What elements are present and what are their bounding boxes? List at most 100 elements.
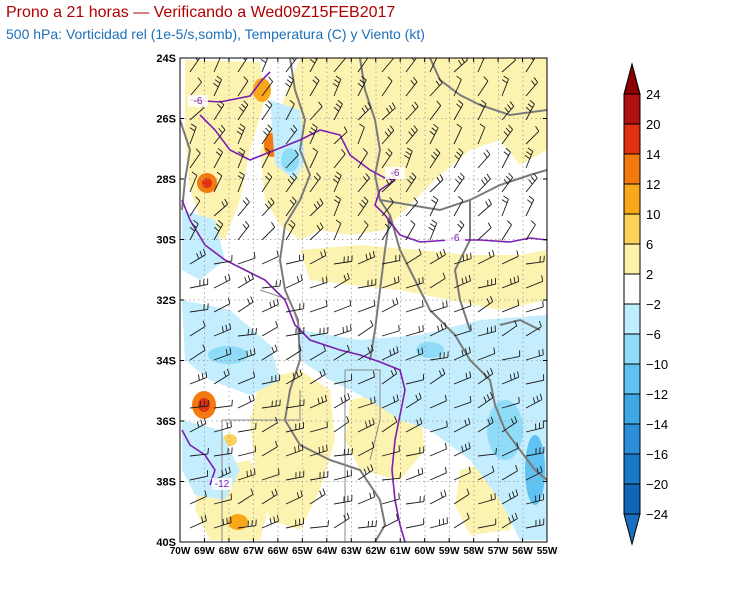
wind-barb bbox=[237, 100, 249, 121]
wind-barb bbox=[189, 196, 201, 217]
longitude-label: 56W bbox=[512, 546, 533, 557]
wind-barb bbox=[357, 58, 369, 73]
wind-barb bbox=[381, 125, 395, 145]
wind-barb bbox=[213, 297, 231, 313]
wind-barb bbox=[237, 371, 256, 385]
wind-barb bbox=[381, 76, 393, 97]
wind-barb bbox=[189, 400, 209, 409]
wind-barb bbox=[357, 196, 369, 217]
latitude-label: 40S bbox=[156, 537, 176, 549]
wind-barb bbox=[213, 75, 223, 97]
wind-barb bbox=[357, 418, 375, 433]
wind-barb bbox=[285, 220, 296, 241]
wind-barb bbox=[309, 101, 323, 121]
latitude-label: 34S bbox=[156, 356, 176, 368]
wind-barb bbox=[357, 250, 375, 265]
wind-barb bbox=[525, 195, 535, 217]
wind-barb bbox=[309, 198, 324, 217]
wind-barb bbox=[381, 472, 402, 481]
wind-barb bbox=[285, 470, 305, 481]
wind-barb bbox=[453, 488, 470, 505]
wind-barb bbox=[501, 101, 515, 121]
wind-barb bbox=[333, 344, 350, 361]
wind-barb bbox=[213, 421, 232, 433]
wind-barb bbox=[453, 274, 471, 289]
wind-barb bbox=[237, 220, 250, 241]
wind-barb bbox=[405, 495, 425, 505]
wind-barb bbox=[381, 254, 401, 265]
colorbar-label: 2 bbox=[646, 267, 653, 282]
longitude-label: 59W bbox=[439, 546, 460, 557]
colorbar-segment bbox=[623, 183, 641, 215]
colorbar-label: 14 bbox=[646, 147, 660, 162]
wind-barb bbox=[261, 468, 280, 481]
wind-barb bbox=[381, 148, 393, 169]
wind-barb bbox=[285, 274, 303, 289]
wind-barb bbox=[381, 445, 400, 457]
wind-barb bbox=[285, 517, 304, 529]
wind-barb bbox=[189, 171, 198, 193]
latitude-label: 30S bbox=[156, 235, 176, 247]
colorbar-label: −6 bbox=[646, 327, 661, 342]
wind-barb bbox=[189, 447, 209, 457]
wind-barb bbox=[213, 399, 233, 409]
wind-barb bbox=[501, 58, 516, 73]
wind-barb bbox=[501, 416, 518, 433]
wind-barb bbox=[237, 394, 255, 409]
colorbar-label: −24 bbox=[646, 507, 668, 522]
wind-barb bbox=[477, 347, 496, 361]
wind-barb bbox=[501, 195, 509, 217]
colorbar-label: −16 bbox=[646, 447, 668, 462]
wind-barb bbox=[477, 76, 489, 97]
wind-barb bbox=[501, 172, 514, 193]
longitude-label: 67W bbox=[243, 546, 264, 557]
latitude-label: 32S bbox=[156, 295, 176, 307]
wind-barb bbox=[213, 124, 226, 145]
wind-barb bbox=[189, 417, 207, 433]
wind-barb bbox=[429, 123, 439, 145]
wind-barb bbox=[405, 300, 424, 313]
longitude-label: 68W bbox=[219, 546, 240, 557]
wind-barb bbox=[189, 320, 206, 337]
wind-barb bbox=[261, 416, 278, 433]
wind-barb bbox=[213, 273, 231, 289]
wind-barb bbox=[524, 147, 534, 169]
wind-barb bbox=[261, 440, 278, 457]
colorbar-label: −12 bbox=[646, 387, 668, 402]
wind-barb bbox=[285, 99, 295, 121]
wind-barb bbox=[213, 198, 229, 217]
wind-barb bbox=[260, 58, 269, 73]
wind-barb bbox=[261, 514, 279, 529]
wind-barb bbox=[429, 394, 447, 409]
wind-barb bbox=[525, 275, 544, 289]
wind-barb bbox=[333, 149, 346, 169]
wind-barb bbox=[357, 148, 368, 169]
wind-barb bbox=[357, 220, 369, 241]
wind-barb bbox=[309, 222, 324, 241]
wind-barb bbox=[381, 324, 400, 337]
wind-barb bbox=[501, 489, 519, 505]
wind-barb bbox=[453, 299, 472, 313]
positive-vorticity-area bbox=[300, 245, 547, 310]
positive-vorticity-area bbox=[250, 370, 335, 530]
axis-ticks bbox=[179, 57, 548, 543]
wind-barb bbox=[525, 58, 536, 73]
wind-barb bbox=[477, 392, 494, 409]
wind-barb bbox=[261, 100, 273, 121]
wind-barb bbox=[381, 394, 399, 409]
wind-barb bbox=[213, 368, 230, 385]
contour-label: -6 bbox=[194, 96, 203, 107]
wind-barb bbox=[309, 147, 318, 169]
wind-barb bbox=[453, 148, 464, 169]
colorbar-segment bbox=[623, 123, 641, 155]
wind-barb bbox=[525, 446, 545, 457]
wind-barb bbox=[381, 197, 394, 217]
vorticity-shading bbox=[180, 58, 547, 542]
longitude-label: 64W bbox=[317, 546, 338, 557]
wind-barb bbox=[501, 371, 520, 385]
wind-barb bbox=[477, 173, 491, 193]
wind-barb bbox=[309, 249, 327, 265]
wind-barb bbox=[477, 123, 486, 145]
wind-barb bbox=[404, 147, 413, 169]
colorbar-label: 10 bbox=[646, 207, 660, 222]
